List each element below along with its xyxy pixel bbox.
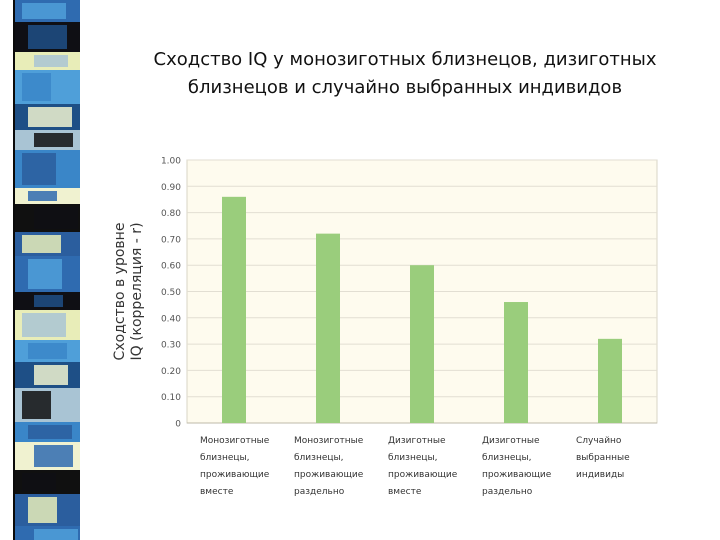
slide-title: Сходство IQ у монозиготных близнецов, ди… <box>100 46 710 102</box>
y-tick-label: 0.20 <box>161 367 181 377</box>
y-tick-label: 0.50 <box>161 288 181 298</box>
strip-band-inner <box>22 313 66 337</box>
x-tick-label-line: вместе <box>200 487 234 497</box>
strip-band-inner <box>28 497 57 523</box>
y-axis-label-line-1: Сходство в уровне <box>112 223 128 361</box>
bar <box>504 302 528 423</box>
title-line-2: близнецов и случайно выбранных индивидов <box>187 77 623 98</box>
strip-band-inner <box>22 391 51 419</box>
bar <box>222 196 246 423</box>
x-tick-label-line: раздельно <box>482 487 533 497</box>
y-tick-label: 0.10 <box>161 393 181 403</box>
x-tick-label-line: проживающие <box>482 470 552 480</box>
x-tick-label-line: выбранные <box>576 453 630 463</box>
strip-band-inner <box>34 445 73 467</box>
x-tick-label-line: Монозиготные <box>200 436 270 446</box>
bar <box>598 338 622 423</box>
x-tick-label-line: близнецы, <box>294 453 343 463</box>
x-tick-label-line: Случайно <box>576 436 622 446</box>
strip-band-inner <box>34 365 68 385</box>
strip-band-inner <box>28 425 72 439</box>
x-tick-label-line: проживающие <box>388 470 458 480</box>
y-tick-label: 0.90 <box>161 183 181 193</box>
decorative-strip <box>13 0 80 540</box>
strip-band-inner <box>34 55 68 67</box>
strip-band-inner <box>34 133 73 147</box>
title-line-1: Сходство IQ у монозиготных близнецов, ди… <box>153 49 657 70</box>
x-tick-label: Монозиготные близнецы, проживающие вместе <box>200 436 270 497</box>
strip-band-inner <box>22 153 56 185</box>
y-tick-label: 0.40 <box>161 314 181 324</box>
x-tick-label: Монозиготные близнецы, проживающие раздельн… <box>294 436 364 497</box>
x-tick-label-line: близнецы, <box>388 453 437 463</box>
bar-chart: 0 0.10 0.20 0.30 0.40 0.50 0.60 0.70 0.80 0.90 1.0… <box>112 157 658 497</box>
x-tick-label-line: близнецы, <box>482 453 531 463</box>
x-tick-label-line: Дизиготные <box>388 436 446 446</box>
y-tick-label: 0.80 <box>161 209 181 219</box>
x-tick-label-line: проживающие <box>294 470 364 480</box>
strip-band-inner <box>22 73 51 101</box>
x-tick-label-line: раздельно <box>294 487 345 497</box>
strip-band-inner <box>34 295 63 307</box>
x-tick-label-line: Монозиготные <box>294 436 364 446</box>
strip-band-inner <box>28 25 67 49</box>
strip-band-inner <box>28 259 62 289</box>
strip-band-inner <box>34 207 78 229</box>
x-tick-label: Дизиготные близнецы, проживающие раздельно <box>482 436 552 497</box>
y-axis-label-line-2: IQ (корреляция - r) <box>129 222 145 360</box>
strip-band-inner <box>28 191 57 201</box>
bar <box>410 265 434 423</box>
strip-band-inner <box>22 473 56 491</box>
strip-band-inner <box>22 3 66 19</box>
strip-band-inner <box>22 235 61 253</box>
strip-band-inner <box>34 529 78 540</box>
x-tick-label: Случайно выбранные индивиды <box>576 436 630 480</box>
y-tick-label: 1.00 <box>161 157 181 167</box>
x-tick-label-line: близнецы, <box>200 453 249 463</box>
x-tick-label-line: проживающие <box>200 470 270 480</box>
x-tick-label-line: индивиды <box>576 470 624 480</box>
x-tick-label-line: вместе <box>388 487 422 497</box>
y-tick-label: 0.60 <box>161 262 181 272</box>
y-tick-label: 0 <box>175 420 181 430</box>
y-tick-label: 0.30 <box>161 341 181 351</box>
y-axis-label: Сходство в уровнеIQ (корреляция - r) <box>112 222 145 360</box>
x-tick-label-line: Дизиготные <box>482 436 540 446</box>
y-tick-label: 0.70 <box>161 235 181 245</box>
strip-band-inner <box>28 343 67 359</box>
x-tick-label: Дизиготные близнецы, проживающие вместе <box>388 436 458 497</box>
bar <box>316 233 340 423</box>
strip-band-inner <box>28 107 72 127</box>
